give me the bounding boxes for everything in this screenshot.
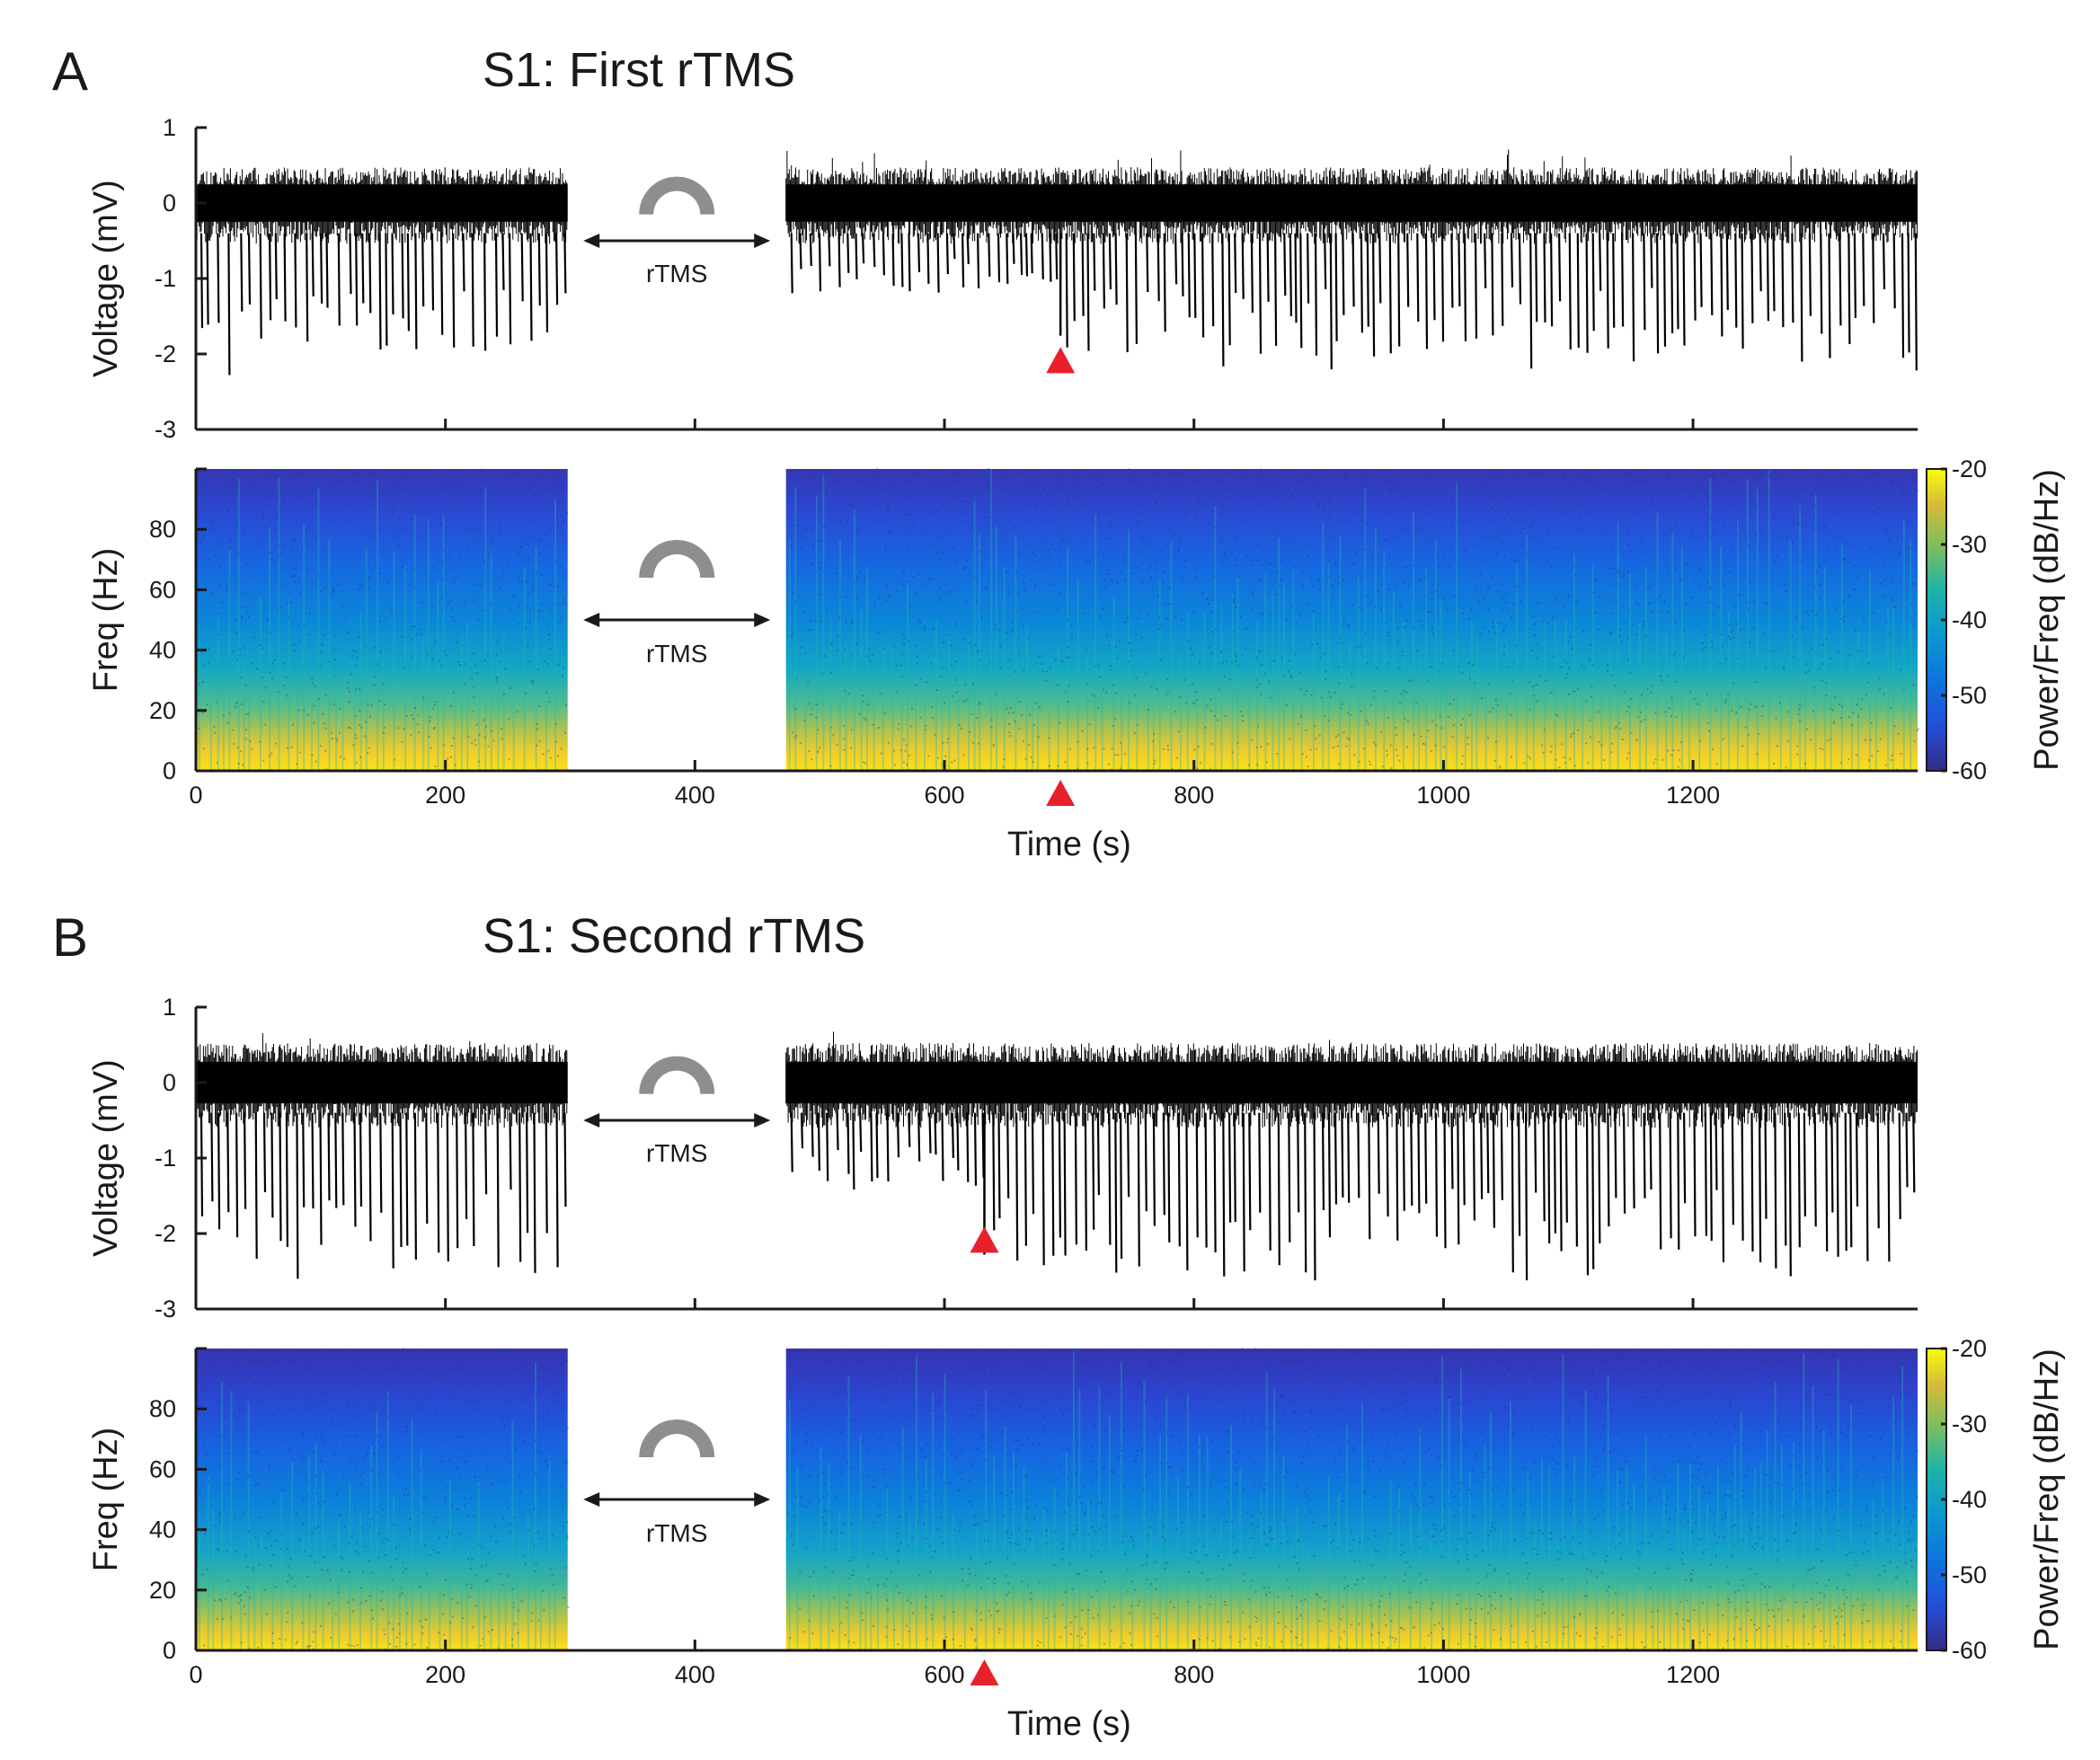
y-tick-label-freq: 20 xyxy=(149,1577,176,1604)
spectrogram-segment-1 xyxy=(196,1349,568,1650)
colorbar-tick-label: -30 xyxy=(1952,531,1987,558)
y-tick-label-voltage: -2 xyxy=(155,1220,176,1247)
colorbar-tick-label: -20 xyxy=(1952,1335,1987,1362)
colorbar-label-a: Power/Freq (dB/Hz) xyxy=(2028,469,2066,771)
spectrogram-speckle-1 xyxy=(198,468,569,772)
x-tick-label-time: 1200 xyxy=(1666,782,1720,809)
tms-coil-icon-volt-a xyxy=(639,176,715,215)
spectrogram-segment-1 xyxy=(196,469,568,771)
rtms-label-spec-a: rTMS xyxy=(646,640,707,668)
y-axis-label-freq-b: Freq (Hz) xyxy=(87,1428,125,1571)
panel-letter-a: A xyxy=(52,41,88,102)
colorbar-tick-label: -30 xyxy=(1952,1411,1987,1437)
colorbar-label-b: Power/Freq (dB/Hz) xyxy=(2028,1349,2066,1650)
bidirectional-arrow-icon-volt-a xyxy=(583,234,771,248)
y-tick-label-voltage: -3 xyxy=(155,1296,176,1322)
y-tick-label-voltage: -1 xyxy=(155,265,176,292)
x-tick-label-time: 0 xyxy=(189,782,202,809)
x-tick-label-time: 400 xyxy=(675,1661,715,1688)
x-tick-label-time: 800 xyxy=(1174,1661,1214,1688)
panel-title-b: S1: Second rTMS xyxy=(483,909,865,963)
spectrogram-segment-2 xyxy=(785,1349,1918,1650)
rtms-label-volt-b: rTMS xyxy=(646,1139,707,1167)
bidirectional-arrow-icon-volt-b xyxy=(583,1113,771,1128)
bidirectional-arrow-icon-spec-a xyxy=(583,613,771,627)
colorbar-tick-label: -40 xyxy=(1952,1486,1987,1513)
y-tick-label-voltage: 0 xyxy=(163,190,176,217)
rtms-label-volt-a: rTMS xyxy=(646,260,707,287)
y-tick-label-freq: 0 xyxy=(163,1637,176,1664)
event-marker-triangle-volt-a xyxy=(1046,347,1076,374)
y-tick-label-freq: 80 xyxy=(149,1395,176,1422)
y-tick-label-freq: 80 xyxy=(149,516,176,543)
spectrogram-speckle-1 xyxy=(199,1348,570,1651)
x-axis-label-time-a: Time (s) xyxy=(1007,826,1131,863)
voltage-trace-segment-2 xyxy=(785,1031,1918,1128)
x-tick-label-time: 1000 xyxy=(1416,782,1470,809)
y-tick-label-voltage: -1 xyxy=(155,1145,176,1172)
spectrogram-speckle-2 xyxy=(788,468,1919,772)
event-marker-triangle-spec-a xyxy=(1046,780,1076,806)
colorbar-tick-label: -40 xyxy=(1952,606,1987,633)
voltage-spikes-segment-1 xyxy=(199,233,567,376)
y-axis-label-voltage-b: Voltage (mV) xyxy=(87,1059,125,1257)
x-axis-label-time-b: Time (s) xyxy=(1007,1705,1131,1743)
colorbar-tick-label: -60 xyxy=(1952,1637,1987,1664)
x-tick-label-time: 1000 xyxy=(1416,1661,1470,1688)
y-tick-label-freq: 60 xyxy=(149,576,176,603)
panel-letter-b: B xyxy=(52,907,88,968)
bidirectional-arrow-icon-spec-b xyxy=(583,1492,771,1507)
voltage-spikes-segment-2 xyxy=(790,233,1918,371)
voltage-plot-a: -3 -2 -1 0 1 Voltage (mV) rTMS xyxy=(87,114,1918,443)
voltage-trace-segment-2 xyxy=(785,149,1918,244)
y-tick-label-freq: 40 xyxy=(149,1517,176,1543)
y-tick-label-voltage: -3 xyxy=(155,416,176,443)
y-tick-label-voltage: 1 xyxy=(163,994,176,1021)
spectrogram-streaks-2 xyxy=(788,469,1912,771)
colorbar-tick-label: -50 xyxy=(1952,682,1987,709)
spectrogram-segment-2 xyxy=(785,469,1918,771)
y-tick-label-freq: 20 xyxy=(149,697,176,724)
panel-title-a: S1: First rTMS xyxy=(483,43,795,97)
colorbar-tick-label: -50 xyxy=(1952,1561,1987,1588)
spectrogram-streaks-2 xyxy=(788,1351,1909,1650)
y-tick-label-freq: 60 xyxy=(149,1455,176,1482)
x-tick-label-time: 0 xyxy=(189,1661,202,1688)
x-tick-label-time: 400 xyxy=(675,782,715,809)
x-tick-label-time: 600 xyxy=(925,782,965,809)
y-tick-label-voltage: -2 xyxy=(155,341,176,367)
x-tick-label-time: 200 xyxy=(425,1661,465,1688)
y-tick-label-freq: 0 xyxy=(163,757,176,784)
y-tick-label-voltage: 1 xyxy=(163,114,176,141)
voltage-trace-segment-1 xyxy=(195,167,568,244)
tms-coil-icon-spec-a xyxy=(639,539,715,578)
y-tick-label-freq: 40 xyxy=(149,637,176,664)
voltage-spikes-segment-2 xyxy=(790,1112,1916,1281)
colorbar-tick-label: -20 xyxy=(1952,455,1987,482)
colorbar-tick-label: -60 xyxy=(1952,757,1987,784)
x-tick-label-time: 800 xyxy=(1174,782,1214,809)
tms-coil-icon-volt-b xyxy=(639,1056,715,1094)
rtms-label-spec-b: rTMS xyxy=(646,1519,707,1547)
event-marker-triangle-volt-b xyxy=(970,1226,999,1253)
event-marker-triangle-spec-b xyxy=(970,1659,999,1685)
x-tick-label-time: 1200 xyxy=(1666,1661,1720,1688)
y-tick-label-voltage: 0 xyxy=(163,1069,176,1096)
y-axis-label-voltage-a: Voltage (mV) xyxy=(87,180,125,377)
y-axis-label-freq-a: Freq (Hz) xyxy=(87,548,125,692)
voltage-spikes-segment-1 xyxy=(199,1112,567,1279)
x-tick-label-time: 600 xyxy=(925,1661,965,1688)
x-tick-label-time: 200 xyxy=(425,782,465,809)
voltage-plot-b: -3 -2 -1 0 1 Voltage (mV) rTMS xyxy=(87,994,1918,1322)
tms-coil-icon-spec-b xyxy=(639,1419,715,1457)
